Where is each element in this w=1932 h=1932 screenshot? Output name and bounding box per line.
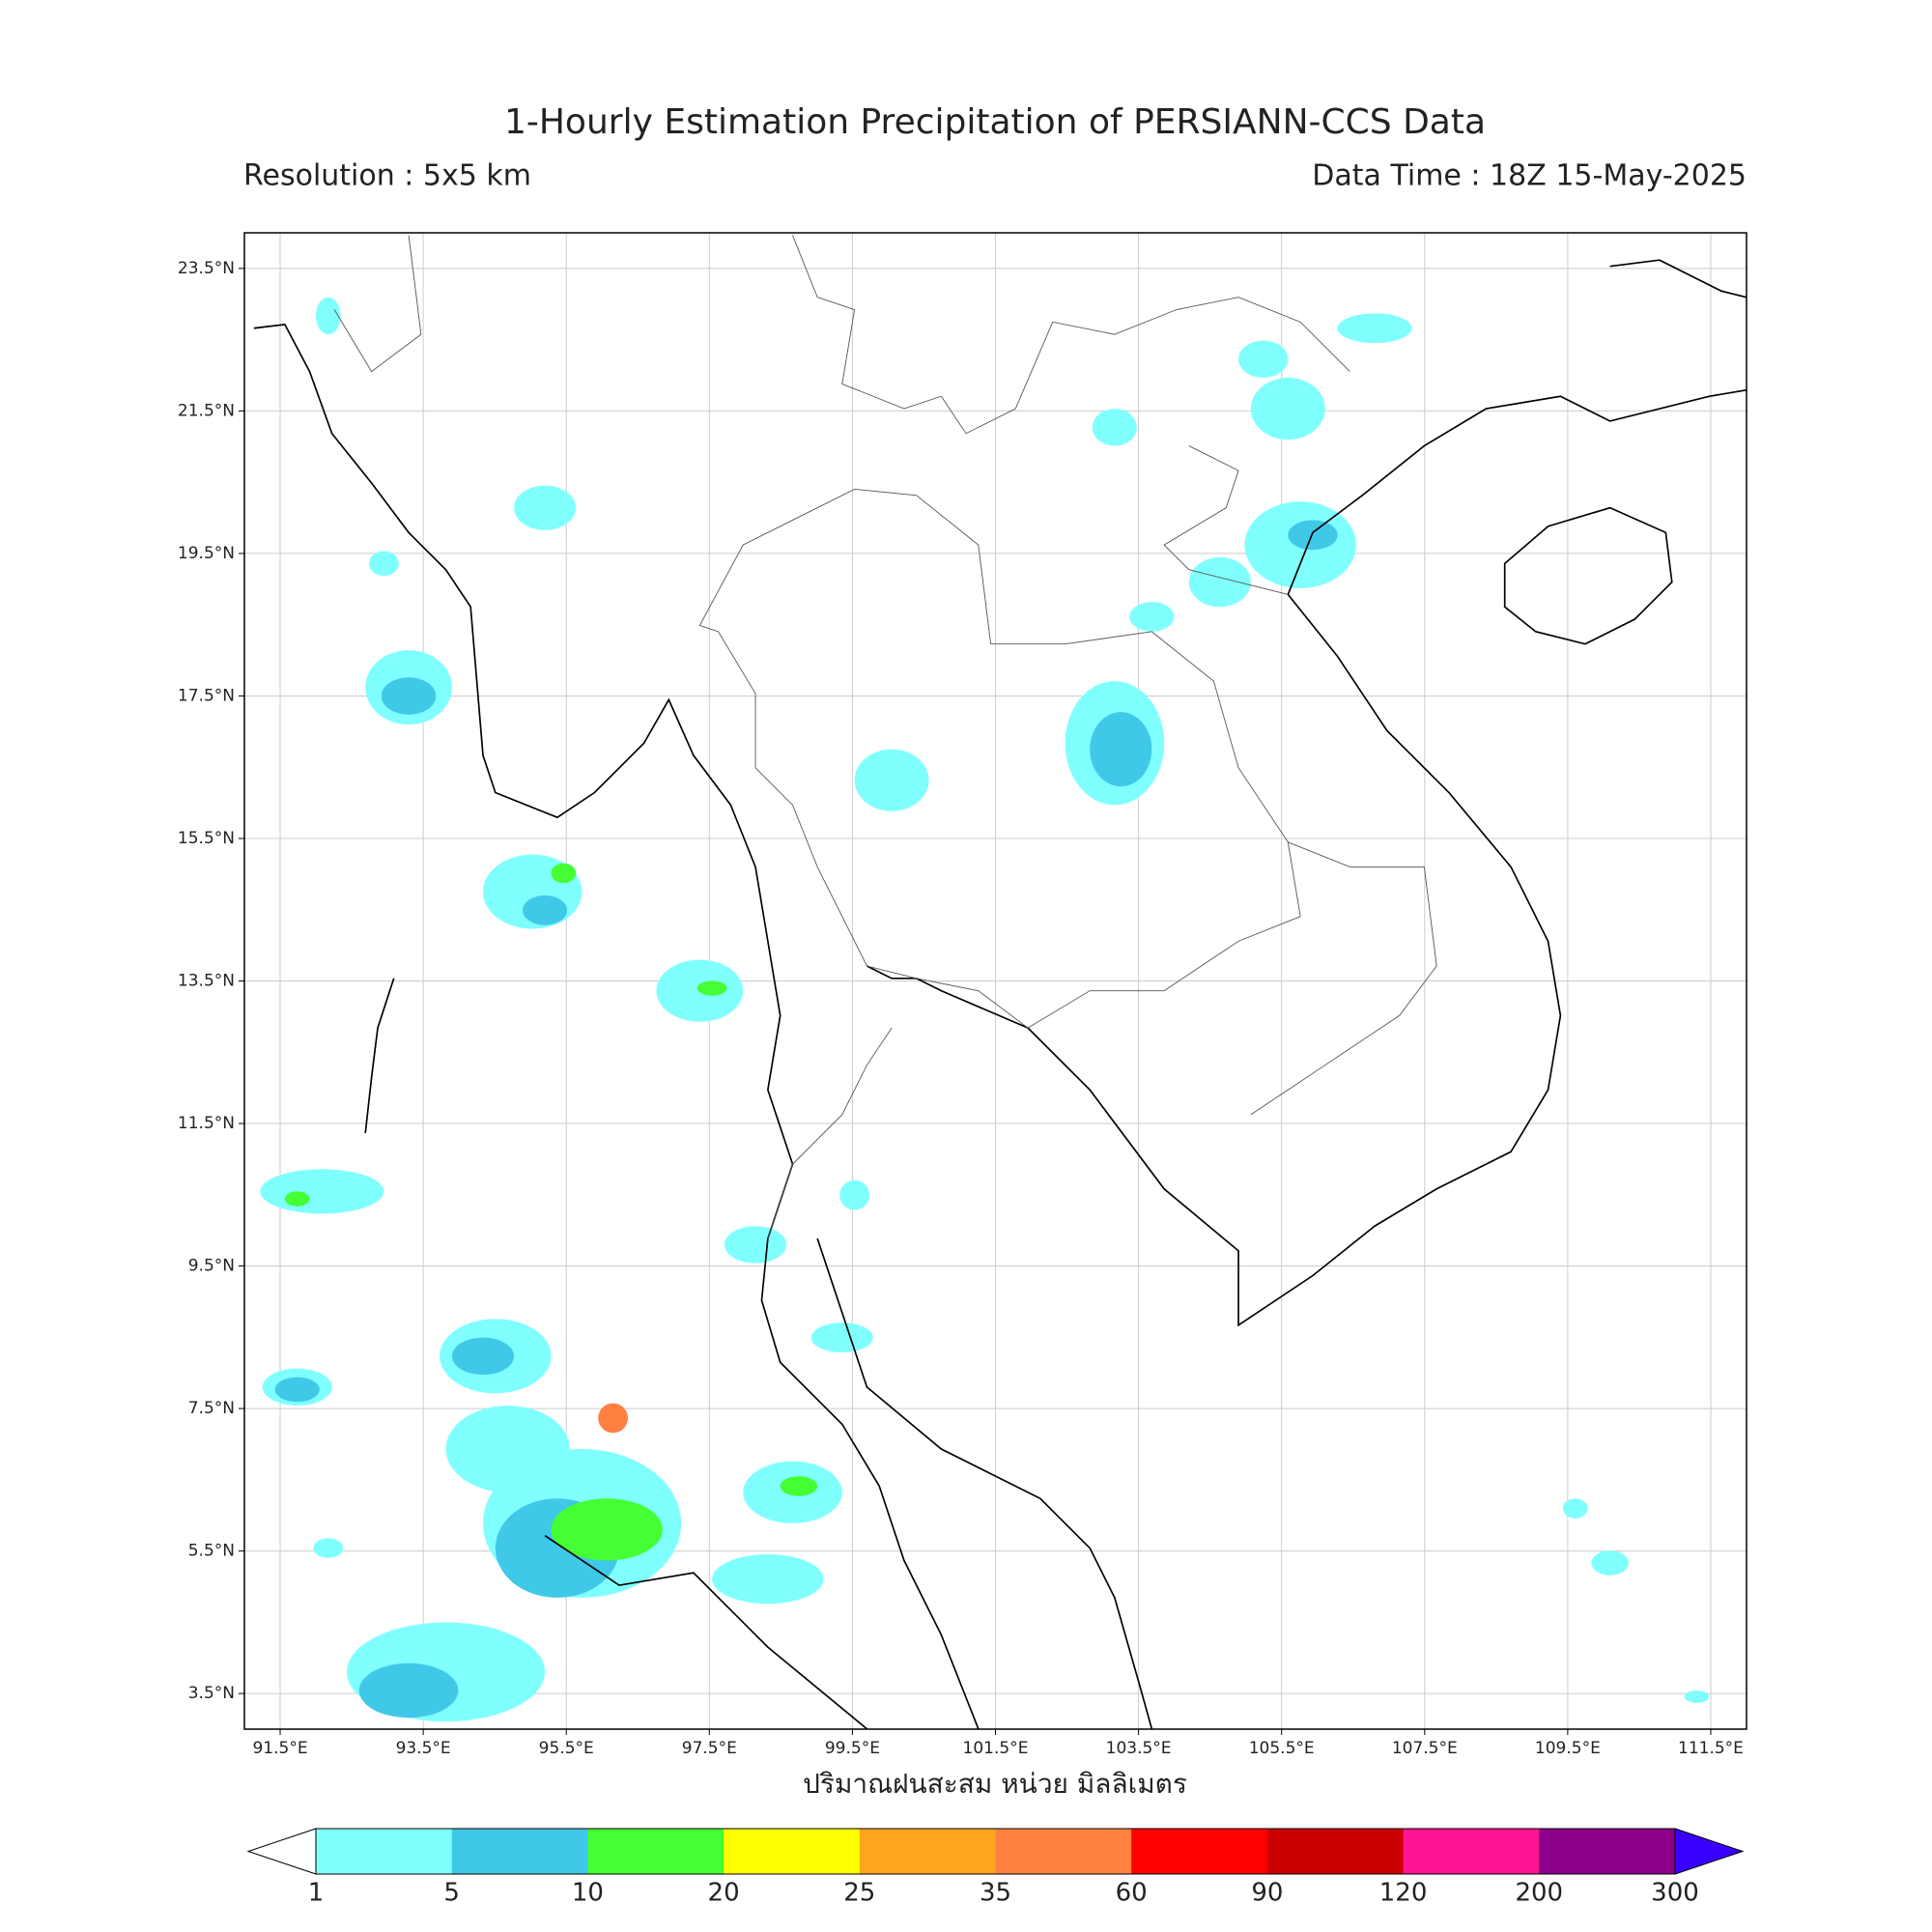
colorbar-label: 20 (708, 1879, 740, 1908)
colorbar-bin (724, 1829, 861, 1874)
colorbar-label: 300 (1651, 1879, 1699, 1908)
colorbar-label: 25 (843, 1879, 875, 1908)
colorbar-bin (1539, 1829, 1676, 1874)
lon-tick-label: 97.5°E (682, 1739, 737, 1758)
lon-tick-label: 99.5°E (825, 1739, 880, 1758)
colorbar-label: 10 (572, 1879, 604, 1908)
lon-tick-label: 105.5°E (1249, 1739, 1315, 1758)
lat-tick-label: 19.5°N (178, 544, 235, 563)
lat-tick-label: 17.5°N (178, 686, 235, 705)
lat-tick-label: 9.5°N (188, 1257, 235, 1276)
lat-tick-label: 5.5°N (188, 1542, 235, 1561)
colorbar-label: 60 (1116, 1879, 1148, 1908)
colorbar-bin (1266, 1829, 1405, 1874)
lon-tick-label: 111.5°E (1678, 1739, 1744, 1758)
colorbar-bin (451, 1829, 588, 1874)
lon-tick-label: 109.5°E (1535, 1739, 1601, 1758)
lat-tick-label: 3.5°N (188, 1684, 235, 1703)
precip (260, 297, 1710, 1722)
map-content (253, 235, 1747, 1729)
lon-tick-label: 91.5°E (252, 1739, 307, 1758)
lat-tick-label: 23.5°N (178, 259, 235, 278)
borders (333, 235, 1437, 1239)
colorbar-label: 200 (1515, 1879, 1563, 1908)
colorbar-label: 90 (1251, 1879, 1283, 1908)
colorbar-label: 5 (443, 1879, 460, 1908)
lat-tick-label: 21.5°N (178, 401, 235, 420)
resolution: Resolution : 5x5 km (243, 159, 531, 193)
lon-tick-label: 103.5°E (1106, 1739, 1172, 1758)
colorbar-under (246, 1828, 317, 1875)
title: 1-Hourly Estimation Precipitation of PER… (504, 102, 1486, 142)
colorbar-bin (587, 1829, 724, 1874)
coastlines (253, 259, 1747, 1729)
lon-tick-label: 93.5°E (396, 1739, 451, 1758)
lat-tick-label: 13.5°N (178, 972, 235, 991)
colorbar-bin (859, 1829, 996, 1874)
colorbar-over (1674, 1828, 1745, 1875)
x-axis-label: ปริมาณฝนสะสม หน่วย มิลลิเมตร (803, 1768, 1187, 1800)
colorbar-bin (995, 1829, 1132, 1874)
lat-tick-label: 7.5°N (188, 1399, 235, 1418)
lat-tick-label: 11.5°N (178, 1114, 235, 1133)
colorbar-bin (316, 1829, 453, 1874)
lon-tick-label: 95.5°E (539, 1739, 594, 1758)
lon-tick-label: 101.5°E (963, 1739, 1029, 1758)
data-time: Data Time : 18Z 15-May-2025 (1312, 159, 1747, 193)
map-layer (253, 235, 1747, 1729)
colorbar-label: 120 (1379, 1879, 1428, 1908)
colorbar-bin (1131, 1829, 1268, 1874)
grid (244, 233, 1747, 1729)
colorbar: 1 5 10 20 25 35 60 90 120 200 300 (246, 1828, 1745, 1908)
colorbar-label: 1 (308, 1879, 325, 1908)
lat-tick-label: 15.5°N (178, 829, 235, 848)
colorbar-label: 35 (980, 1879, 1011, 1908)
lon-tick-label: 107.5°E (1392, 1739, 1458, 1758)
colorbar-frame (315, 1828, 1676, 1875)
colorbar-bin (1403, 1829, 1540, 1874)
